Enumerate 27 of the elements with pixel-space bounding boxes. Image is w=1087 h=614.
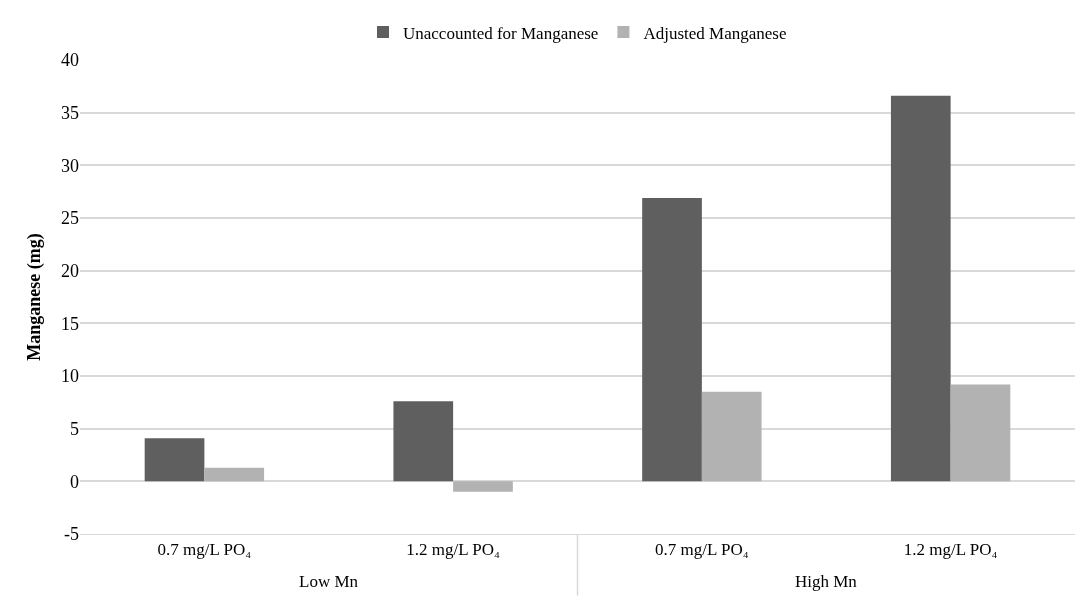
- x-tick-label: 0.7 mg/L PO₄: [655, 540, 749, 560]
- y-tick-label: 0: [70, 471, 79, 492]
- legend-label: Adjusted Manganese: [643, 23, 787, 43]
- bar: [453, 481, 513, 492]
- y-tick-label: 20: [61, 260, 79, 281]
- bar: [204, 467, 265, 482]
- bar: [701, 391, 762, 482]
- y-axis-title: Manganese (mg): [24, 233, 46, 361]
- text: High Mn: [795, 572, 858, 591]
- bar: [144, 438, 205, 482]
- y-tick-label: -5: [64, 524, 79, 545]
- y-tick-label: 5: [70, 418, 79, 439]
- text: Low Mn: [299, 572, 359, 591]
- y-tick-label: 30: [61, 155, 79, 176]
- x-tick-label: 1.2 mg/L PO₄: [903, 540, 998, 560]
- bar: [393, 401, 454, 482]
- x-tick-label: 1.2 mg/L PO₄: [406, 540, 501, 560]
- y-tick-label: 40: [61, 50, 79, 71]
- legend-label: Unaccounted for Manganese: [403, 23, 599, 43]
- y-tick-label: 35: [61, 102, 79, 123]
- y-tick-label: 25: [61, 208, 79, 229]
- y-tick-label: 15: [61, 313, 79, 334]
- bar: [890, 95, 951, 482]
- bar: [642, 197, 702, 482]
- x-tick-label: 0.7 mg/L PO₄: [157, 540, 252, 560]
- bar: [950, 384, 1011, 482]
- y-tick-label: 10: [61, 366, 79, 387]
